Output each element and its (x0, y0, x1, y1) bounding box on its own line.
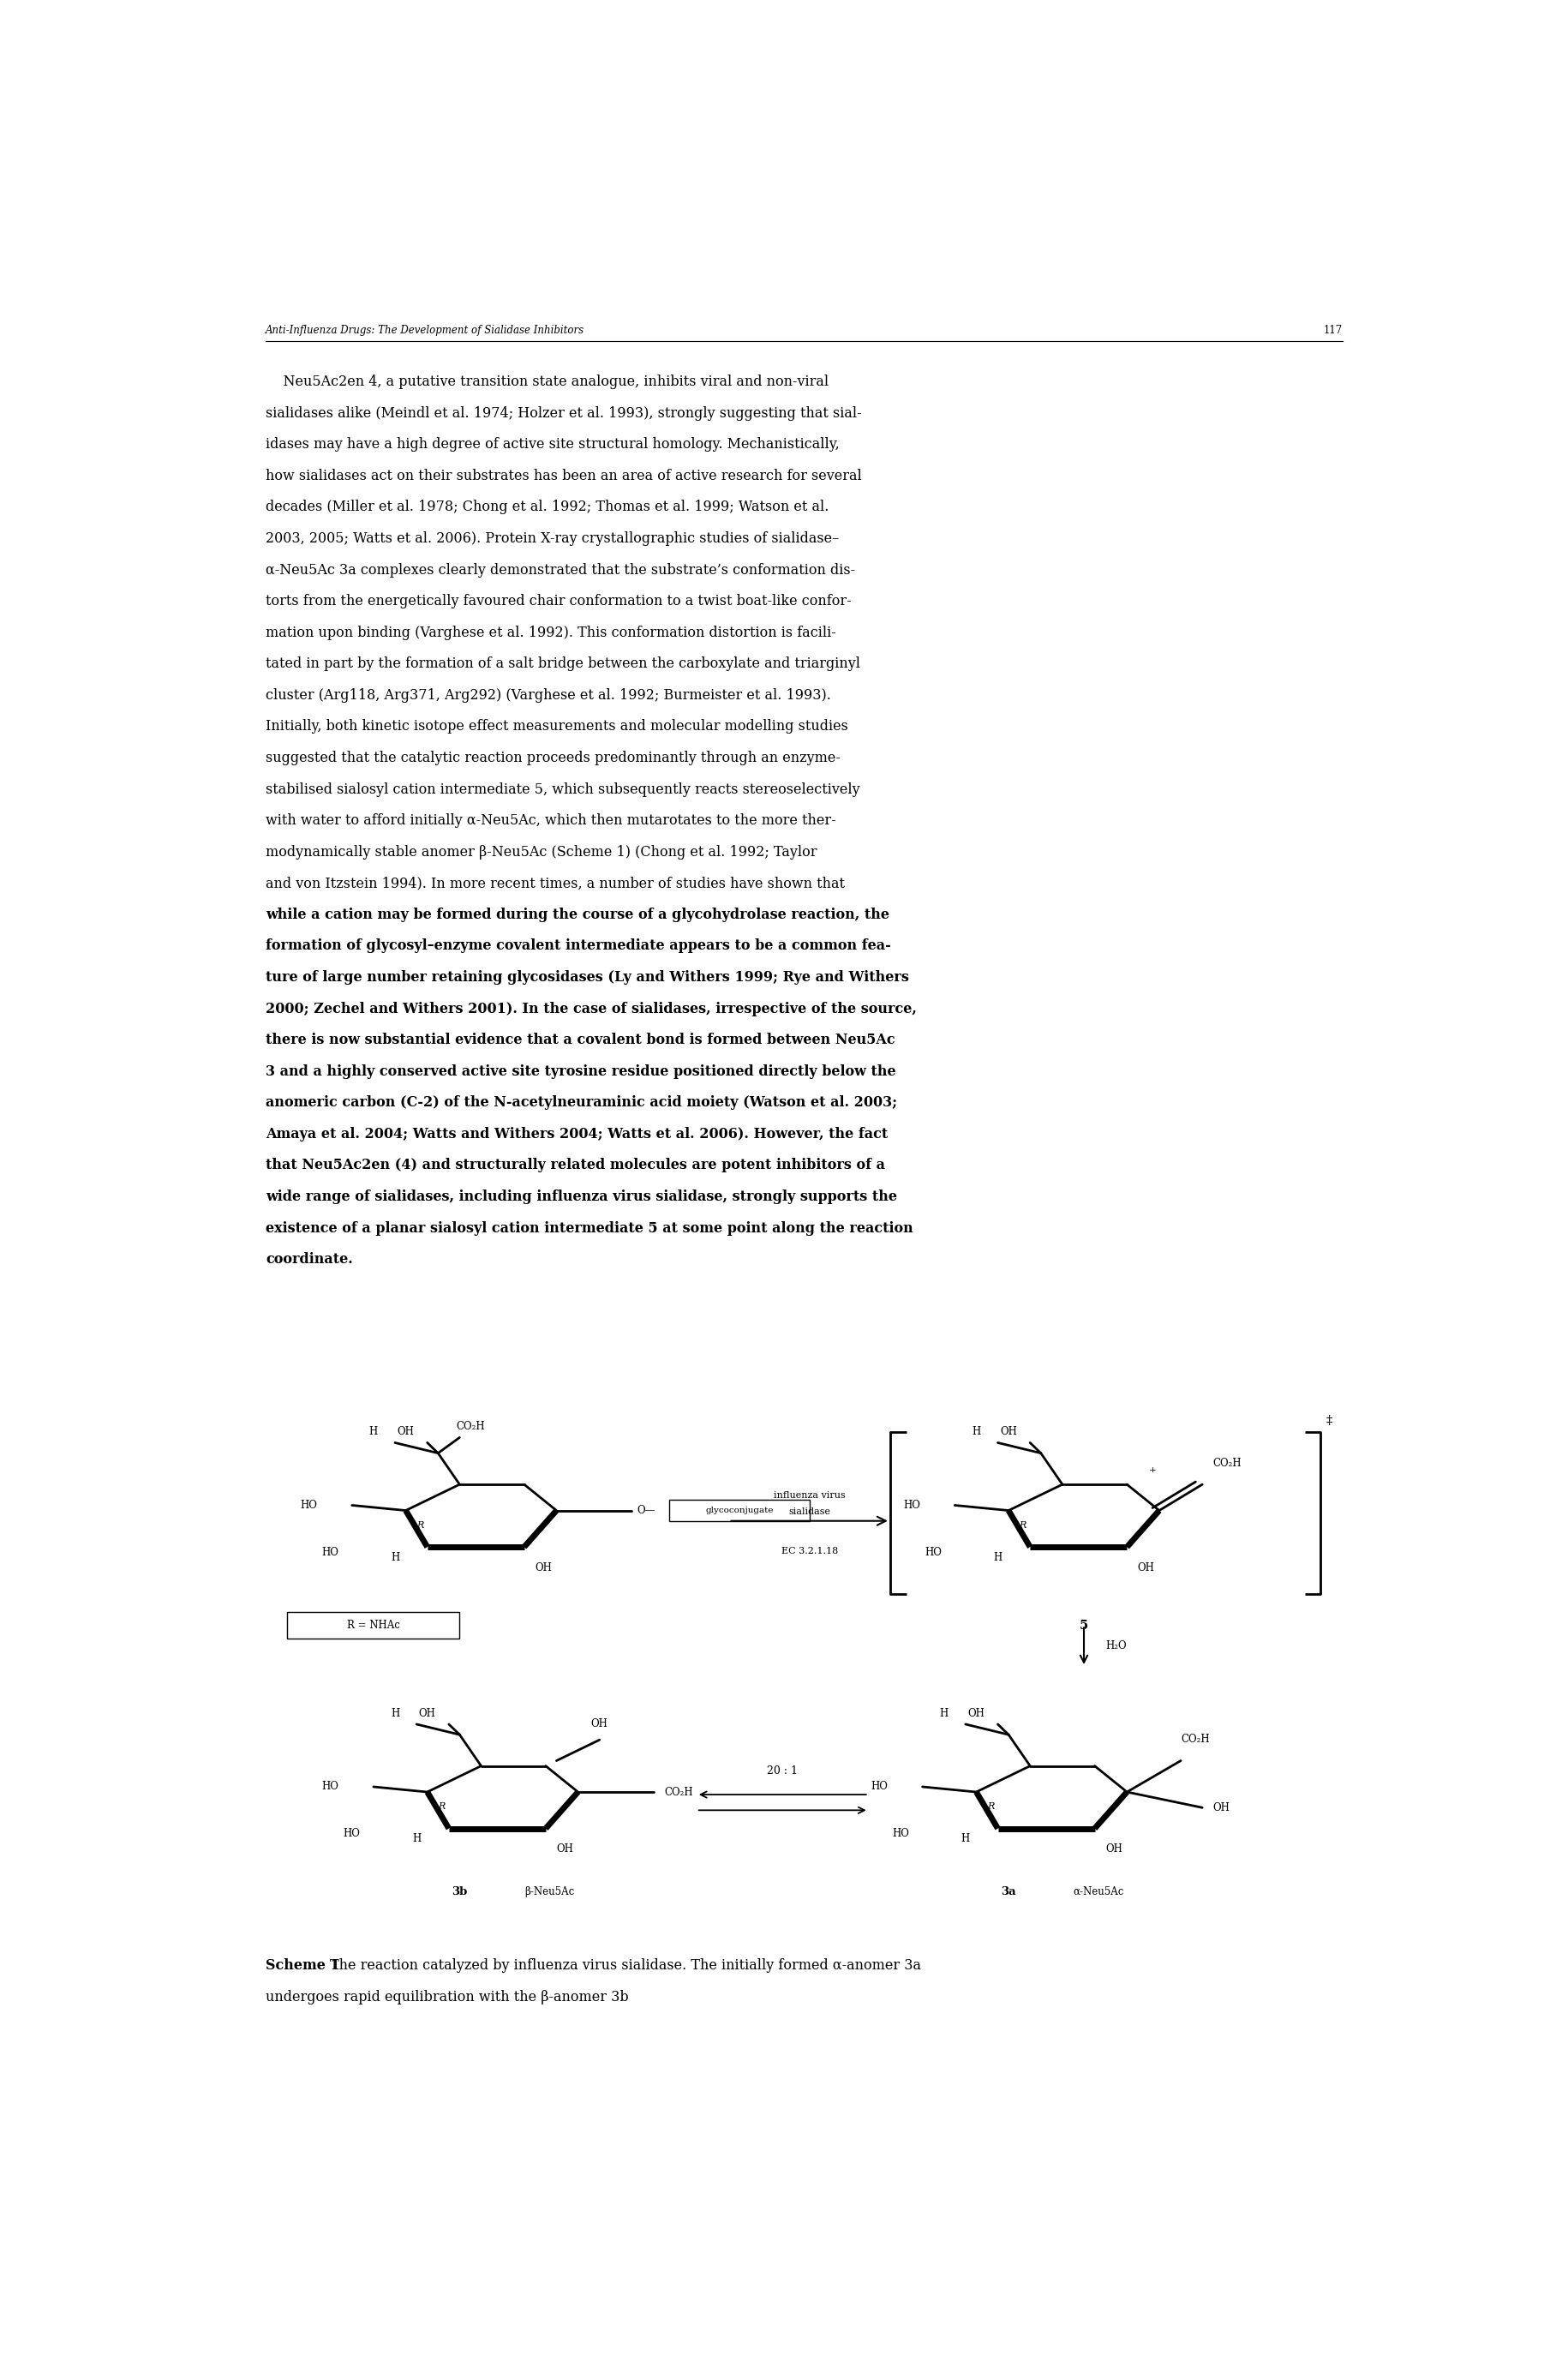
Text: cluster (Arg118, Arg371, Arg292) (Varghese et al. 1992; Burmeister et al. 1993).: cluster (Arg118, Arg371, Arg292) (Varghe… (265, 688, 831, 702)
Text: undergoes rapid equilibration with the β-anomer ⁣⁣3b⁣: undergoes rapid equilibration with the β… (265, 1989, 629, 2003)
Text: torts from the energetically favoured chair conformation to a twist boat-like co: torts from the energetically favoured ch… (265, 595, 851, 609)
Text: with water to afford initially α-Neu5Ac, which then mutarotates to the more ther: with water to afford initially α-Neu5Ac,… (265, 814, 836, 828)
Text: how sialidases act on their substrates has been an area of active research for s: how sialidases act on their substrates h… (265, 469, 861, 483)
Text: suggested that the catalytic reaction proceeds predominantly through an enzyme-: suggested that the catalytic reaction pr… (265, 752, 840, 766)
Text: 117: 117 (1322, 326, 1342, 335)
Text: α-Neu5Ac 3a complexes clearly demonstrated that the substrate’s conformation dis: α-Neu5Ac 3a complexes clearly demonstrat… (265, 561, 855, 578)
Text: 2000; Zechel and Withers 2001). In the case of sialidases, irrespective of the s: 2000; Zechel and Withers 2001). In the c… (265, 1002, 916, 1016)
Text: anomeric carbon (C-2) of the N-acetylneuraminic acid moiety (Watson et al. 2003;: anomeric carbon (C-2) of the N-acetylneu… (265, 1094, 897, 1111)
Text: Neu5Ac2en ⁣⁣4⁣, a putative transition state analogue, inhibits viral and non-vir: Neu5Ac2en ⁣⁣4⁣, a putative transition st… (265, 374, 828, 390)
Text: there is now substantial evidence that a covalent bond is formed between Neu5Ac: there is now substantial evidence that a… (265, 1032, 895, 1047)
Text: modynamically stable anomer β-Neu5Ac (Scheme 1) (Chong et al. 1992; Taylor: modynamically stable anomer β-Neu5Ac (Sc… (265, 845, 817, 859)
Text: The reaction catalyzed by influenza virus sialidase. The initially formed α-anom: The reaction catalyzed by influenza viru… (329, 1958, 920, 1972)
Text: Initially, both kinetic isotope effect measurements and molecular modelling stud: Initially, both kinetic isotope effect m… (265, 718, 848, 733)
Text: 3 and a highly conserved active site tyrosine residue positioned directly below : 3 and a highly conserved active site tyr… (265, 1063, 895, 1078)
Text: ture of large number retaining glycosidases (Ly and Withers 1999; Rye and Wither: ture of large number retaining glycosida… (265, 971, 909, 985)
Text: 2003, 2005; Watts et al. 2006). Protein X-ray crystallographic studies of sialid: 2003, 2005; Watts et al. 2006). Protein … (265, 531, 839, 545)
Text: Amaya et al. 2004; Watts and Withers 2004; Watts et al. 2006). However, the fact: Amaya et al. 2004; Watts and Withers 200… (265, 1128, 887, 1142)
Text: sialidases alike (Meindl et al. 1974; Holzer et al. 1993), strongly suggesting t: sialidases alike (Meindl et al. 1974; Ho… (265, 407, 861, 421)
Text: tated in part by the formation of a salt bridge between the carboxylate and tria: tated in part by the formation of a salt… (265, 657, 859, 671)
Text: that Neu5Ac2en (4) and structurally related molecules are potent inhibitors of a: that Neu5Ac2en (4) and structurally rela… (265, 1159, 884, 1173)
Text: idases may have a high degree of active site structural homology. Mechanisticall: idases may have a high degree of active … (265, 438, 839, 452)
Text: mation upon binding (Varghese et al. 1992). This conformation distortion is faci: mation upon binding (Varghese et al. 199… (265, 626, 836, 640)
Text: while a cation may be formed during the course of a glycohydrolase reaction, the: while a cation may be formed during the … (265, 906, 889, 923)
Text: formation of glycosyl–enzyme covalent intermediate appears to be a common fea-: formation of glycosyl–enzyme covalent in… (265, 940, 891, 954)
Text: decades (Miller et al. 1978; Chong et al. 1992; Thomas et al. 1999; Watson et al: decades (Miller et al. 1978; Chong et al… (265, 500, 828, 514)
Text: stabilised sialosyl cation intermediate 5, which subsequently reacts stereoselec: stabilised sialosyl cation intermediate … (265, 783, 859, 797)
Text: Scheme 1: Scheme 1 (265, 1958, 340, 1972)
Text: Anti-Influenza Drugs: The Development of Sialidase Inhibitors: Anti-Influenza Drugs: The Development of… (265, 326, 585, 335)
Text: coordinate.: coordinate. (265, 1251, 353, 1266)
Text: existence of a planar sialosyl cation intermediate 5 at some point along the rea: existence of a planar sialosyl cation in… (265, 1220, 913, 1235)
Text: and von Itzstein 1994). In more recent times, a number of studies have shown tha: and von Itzstein 1994). In more recent t… (265, 875, 845, 890)
Text: wide range of sialidases, including influenza virus sialidase, strongly supports: wide range of sialidases, including infl… (265, 1190, 897, 1204)
